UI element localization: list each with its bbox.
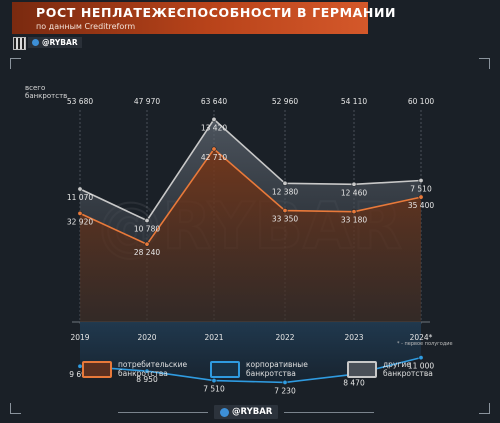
legend-item-corporate: корпоративные банкротства: [210, 360, 324, 378]
legend-label-consumer: потребительские банкротства: [118, 360, 188, 378]
data-label-consumer: 33 180: [341, 216, 367, 225]
data-label-other: 12 460: [341, 188, 367, 197]
data-point-other: [418, 178, 424, 184]
area-corporate: [80, 322, 421, 383]
totals-label: всего банкротств: [25, 84, 68, 100]
total-value: 54 110: [341, 97, 367, 106]
data-label-other: 13 420: [201, 123, 227, 132]
brand-badge-top: @RYBAR: [28, 37, 82, 48]
brand-name-top: @RYBAR: [42, 38, 78, 47]
data-point-other: [144, 217, 150, 223]
data-label-consumer: 28 240: [134, 248, 160, 257]
total-value: 63 640: [201, 97, 227, 106]
data-point-other: [282, 180, 288, 186]
series-line-other: [79, 118, 422, 222]
x-tick-label: 2024*: [410, 333, 433, 342]
brand-name-bottom: @RYBAR: [232, 407, 273, 417]
x-tick-label: 2019: [70, 333, 89, 342]
data-point-consumer: [211, 146, 217, 152]
data-point-corporate: [282, 379, 288, 385]
footnote: * - первое полугодие: [397, 341, 453, 347]
frame-corner: [479, 403, 490, 414]
data-point-consumer: [351, 209, 357, 215]
frame-corner: [10, 403, 21, 414]
data-point-corporate: [418, 355, 424, 361]
total-value: 53 680: [67, 97, 93, 106]
total-value: 47 970: [134, 97, 160, 106]
x-tick-label: 2021: [204, 333, 223, 342]
data-point-corporate: [211, 378, 217, 384]
data-label-consumer: 42 710: [201, 153, 227, 162]
data-point-consumer: [144, 241, 150, 247]
legend-item-other: другие банкротства: [347, 360, 461, 378]
chart-frame: [10, 58, 490, 414]
data-point-consumer: [418, 194, 424, 200]
legend-swatch-corporate: [210, 360, 240, 378]
data-label-consumer: 32 920: [67, 217, 93, 226]
data-label-corporate: 8 470: [343, 378, 365, 387]
qr-code-icon: [13, 37, 26, 50]
telegram-icon: [32, 39, 39, 46]
brand-badge-bottom: @RYBAR: [117, 405, 376, 419]
title-banner: РОСТ НЕПЛАТЕЖЕСПОСОБНОСТИ В ГЕРМАНИИ по …: [12, 2, 396, 34]
frame-corner: [10, 58, 21, 69]
page-title: РОСТ НЕПЛАТЕЖЕСПОСОБНОСТИ В ГЕРМАНИИ: [36, 5, 397, 20]
data-label-other: 10 780: [134, 224, 160, 233]
data-point-other: [77, 186, 83, 192]
data-label-consumer: 35 400: [408, 201, 434, 210]
legend-swatch-other: [347, 360, 377, 378]
x-tick-label: 2023: [344, 333, 363, 342]
legend-label-corporate: корпоративные банкротства: [246, 360, 308, 378]
area-other: [80, 119, 421, 245]
data-label-corporate: 9 690: [69, 370, 91, 379]
legend-label-other: другие банкротства: [383, 360, 433, 378]
data-point-consumer: [282, 208, 288, 214]
total-value: 52 960: [272, 97, 298, 106]
legend-item-consumer: потребительские банкротства: [82, 360, 196, 378]
data-label-corporate: 11 000: [408, 362, 434, 371]
data-label-other: 12 380: [272, 187, 298, 196]
data-point-other: [351, 181, 357, 187]
data-label-corporate: 8 950: [136, 375, 158, 384]
x-tick-label: 2020: [137, 333, 156, 342]
total-value: 60 100: [408, 97, 434, 106]
legend-swatch-consumer: [82, 360, 112, 378]
telegram-icon: [220, 407, 229, 417]
series-line-consumer: [79, 147, 422, 246]
data-label-other: 11 070: [67, 193, 93, 202]
data-label-other: 7 510: [410, 185, 432, 194]
data-label-corporate: 7 510: [203, 385, 225, 394]
data-point-consumer: [77, 210, 83, 216]
data-label-consumer: 33 350: [272, 215, 298, 224]
data-label-corporate: 7 230: [274, 386, 296, 395]
data-point-corporate: [144, 368, 150, 374]
frame-corner: [479, 58, 490, 69]
page-subtitle: по данным Creditreform: [36, 22, 136, 31]
data-point-other: [211, 116, 217, 122]
x-tick-label: 2022: [275, 333, 294, 342]
